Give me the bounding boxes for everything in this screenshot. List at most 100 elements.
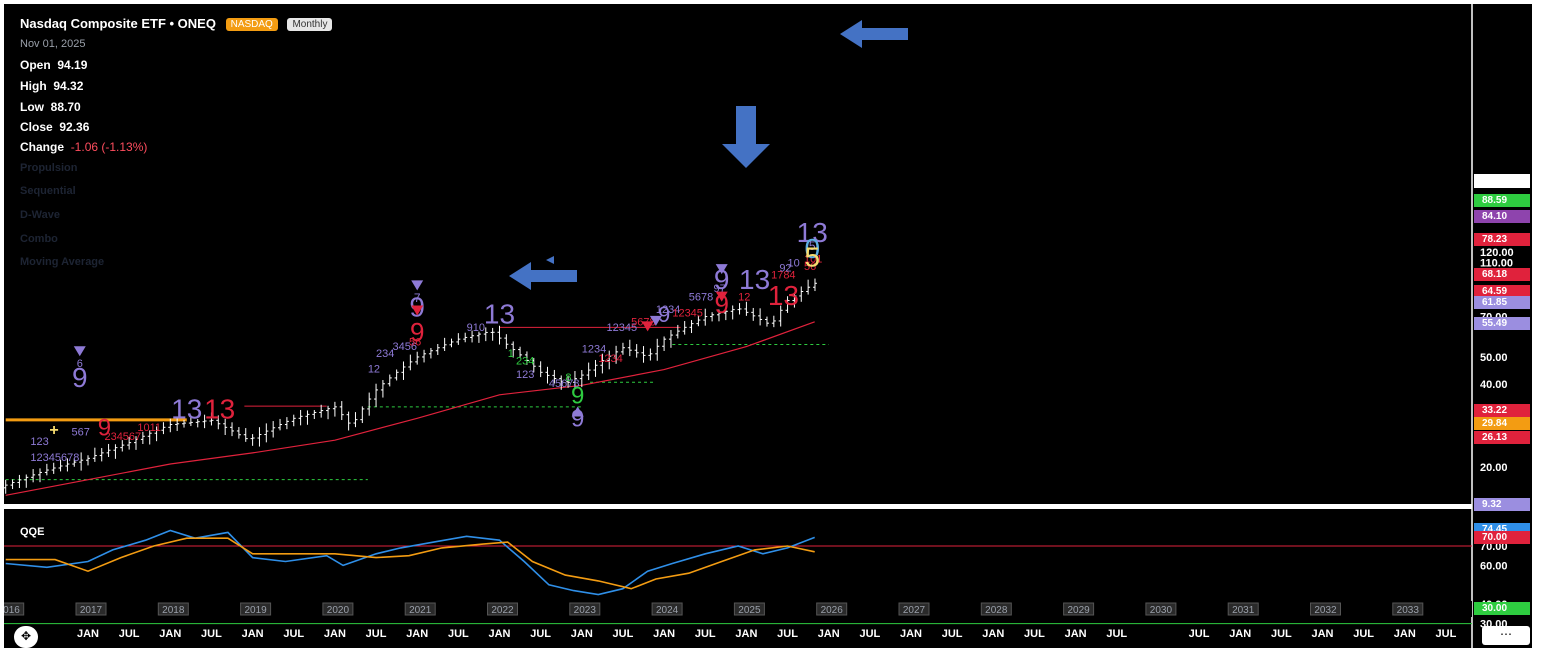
year-label: 2019 <box>244 605 267 616</box>
year-label: 2020 <box>327 605 350 616</box>
qqe-fast-line <box>5 529 815 596</box>
price-chart[interactable]: 2016 2017 2018 2019 2020 2021 2022 2023 2024 2025… <box>4 4 1532 648</box>
sequential-count: 56 <box>804 261 816 273</box>
year-label: 2033 <box>1397 605 1420 616</box>
x-tick-label: JAN <box>159 628 181 640</box>
price-tag: 61.85 <box>1474 296 1530 309</box>
year-box <box>816 602 848 616</box>
pointer-arrow-icon <box>840 20 908 48</box>
price-tag: 88.59 <box>1474 194 1530 207</box>
count-annotation: 13 <box>204 393 235 424</box>
year-label: 2026 <box>821 605 844 616</box>
x-tick-label: JUL <box>942 628 963 640</box>
sequential-count: 12 <box>368 363 380 375</box>
count-annotation: 13 <box>739 264 770 295</box>
x-tick-label: JUL <box>1189 628 1210 640</box>
year-label: 2027 <box>903 605 926 616</box>
price-tag: 84.10 <box>1474 210 1530 223</box>
x-tick-label: JAN <box>324 628 346 640</box>
qqe-value-tag: 70.00 <box>1474 531 1530 544</box>
pointer-arrow-icon <box>546 256 554 264</box>
x-tick-label: JUL <box>201 628 222 640</box>
year-box <box>75 602 107 616</box>
sequential-count: 1011 <box>137 422 161 434</box>
signal-triangle <box>411 280 424 291</box>
x-tick-label: JUL <box>695 628 716 640</box>
year-box <box>651 602 683 616</box>
pointer-arrow-icon <box>722 106 770 168</box>
qqe-title: QQE <box>20 526 44 538</box>
cross-marker: + <box>49 422 58 439</box>
ohlc-low: Low 88.70 <box>20 100 81 114</box>
sequential-count: 56 <box>409 337 421 349</box>
interval-badge[interactable]: Monthly <box>287 18 333 31</box>
last-price-marker <box>1474 174 1530 188</box>
ohlc-open: Open 94.19 <box>20 58 88 72</box>
x-tick-label: JAN <box>1394 628 1416 640</box>
year-box <box>487 602 518 616</box>
sequential-count: 234 <box>376 348 394 360</box>
x-tick-label: JAN <box>77 628 99 640</box>
x-tick-label: JUL <box>1024 628 1045 640</box>
x-tick-label: JAN <box>571 628 593 640</box>
price-tag: 29.84 <box>1474 417 1530 430</box>
year-label: 2028 <box>985 605 1008 616</box>
x-tick-label: JAN <box>242 628 264 640</box>
count-annotation: 9 <box>571 382 584 409</box>
year-label: 2029 <box>1067 605 1090 616</box>
ohlc-high: High 94.32 <box>20 79 84 93</box>
x-tick-label: JUL <box>119 628 140 640</box>
bar-date: Nov 01, 2025 <box>20 38 86 50</box>
indicator-dwave[interactable]: D-Wave <box>20 209 60 221</box>
exchange-badge[interactable]: NASDAQ <box>225 18 278 31</box>
sequential-count: 12345 <box>606 322 637 334</box>
sequential-count: 45678 <box>549 378 580 390</box>
year-label: 2030 <box>1150 605 1173 616</box>
count-annotation: 13 <box>797 217 828 248</box>
sequential-count: 1784 <box>771 270 795 282</box>
count-annotation: 9 <box>714 264 730 295</box>
signal-triangle <box>715 291 728 302</box>
count-annotation: 6 <box>77 358 83 370</box>
y-tick-label: 120.00 <box>1480 247 1514 259</box>
x-tick-label: JUL <box>366 628 387 640</box>
y-tick-label: 110.00 <box>1480 257 1513 269</box>
year-box <box>1063 602 1095 616</box>
x-tick-label: JAN <box>1229 628 1251 640</box>
count-annotation: 13 <box>768 280 799 311</box>
indicator-moving-average[interactable]: Moving Average <box>20 256 105 268</box>
year-box <box>898 602 930 616</box>
price-tag: 26.13 <box>1474 431 1530 444</box>
sequential-count: 567 <box>72 426 90 438</box>
sequential-count: 5678 <box>689 292 713 304</box>
price-tag: 55.49 <box>1474 317 1530 330</box>
x-tick-label: JUL <box>613 628 634 640</box>
ohlc-change: Change -1.06 (-1.13%) <box>20 140 148 154</box>
year-box <box>980 602 1012 616</box>
sequential-count: 12345678 <box>30 452 79 464</box>
ohlc-close: Close 92.36 <box>20 120 90 134</box>
year-box <box>1392 602 1424 616</box>
indicator-combo[interactable]: Combo <box>20 233 58 245</box>
signal-triangle <box>73 346 86 357</box>
indicator-propulsion[interactable]: Propulsion <box>20 162 78 174</box>
x-tick-label: JUL <box>1353 628 1374 640</box>
sequential-count: 8 <box>565 372 571 384</box>
sequential-count: 123 <box>30 436 48 448</box>
count-annotation: 9 <box>98 414 111 441</box>
x-tick-label: JUL <box>1106 628 1127 640</box>
year-box <box>157 602 189 616</box>
sequential-count: 123 <box>516 369 534 381</box>
indicator-sequential[interactable]: Sequential <box>20 185 76 197</box>
move-icon[interactable]: ✥ <box>14 626 38 648</box>
year-label: 2032 <box>1314 605 1337 616</box>
x-tick-label: JUL <box>777 628 798 640</box>
x-tick-label: JUL <box>530 628 551 640</box>
instrument-title-row: Nasdaq Composite ETF • ONEQ NASDAQ Month… <box>20 16 333 31</box>
year-label: 2025 <box>738 605 761 616</box>
sequential-count: 101 <box>804 253 822 265</box>
sequential-count: 1234 <box>598 353 622 365</box>
sequential-count: 12 <box>738 292 750 304</box>
more-menu-button[interactable]: ⋯ <box>1482 626 1530 645</box>
year-label: 2016 <box>4 605 20 616</box>
